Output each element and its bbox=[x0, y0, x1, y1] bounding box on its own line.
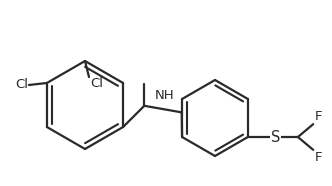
Text: Cl: Cl bbox=[90, 77, 103, 90]
Text: Cl: Cl bbox=[15, 78, 28, 92]
Text: NH: NH bbox=[155, 89, 175, 102]
Text: S: S bbox=[271, 129, 281, 145]
Text: F: F bbox=[315, 151, 323, 164]
Text: F: F bbox=[315, 110, 323, 123]
